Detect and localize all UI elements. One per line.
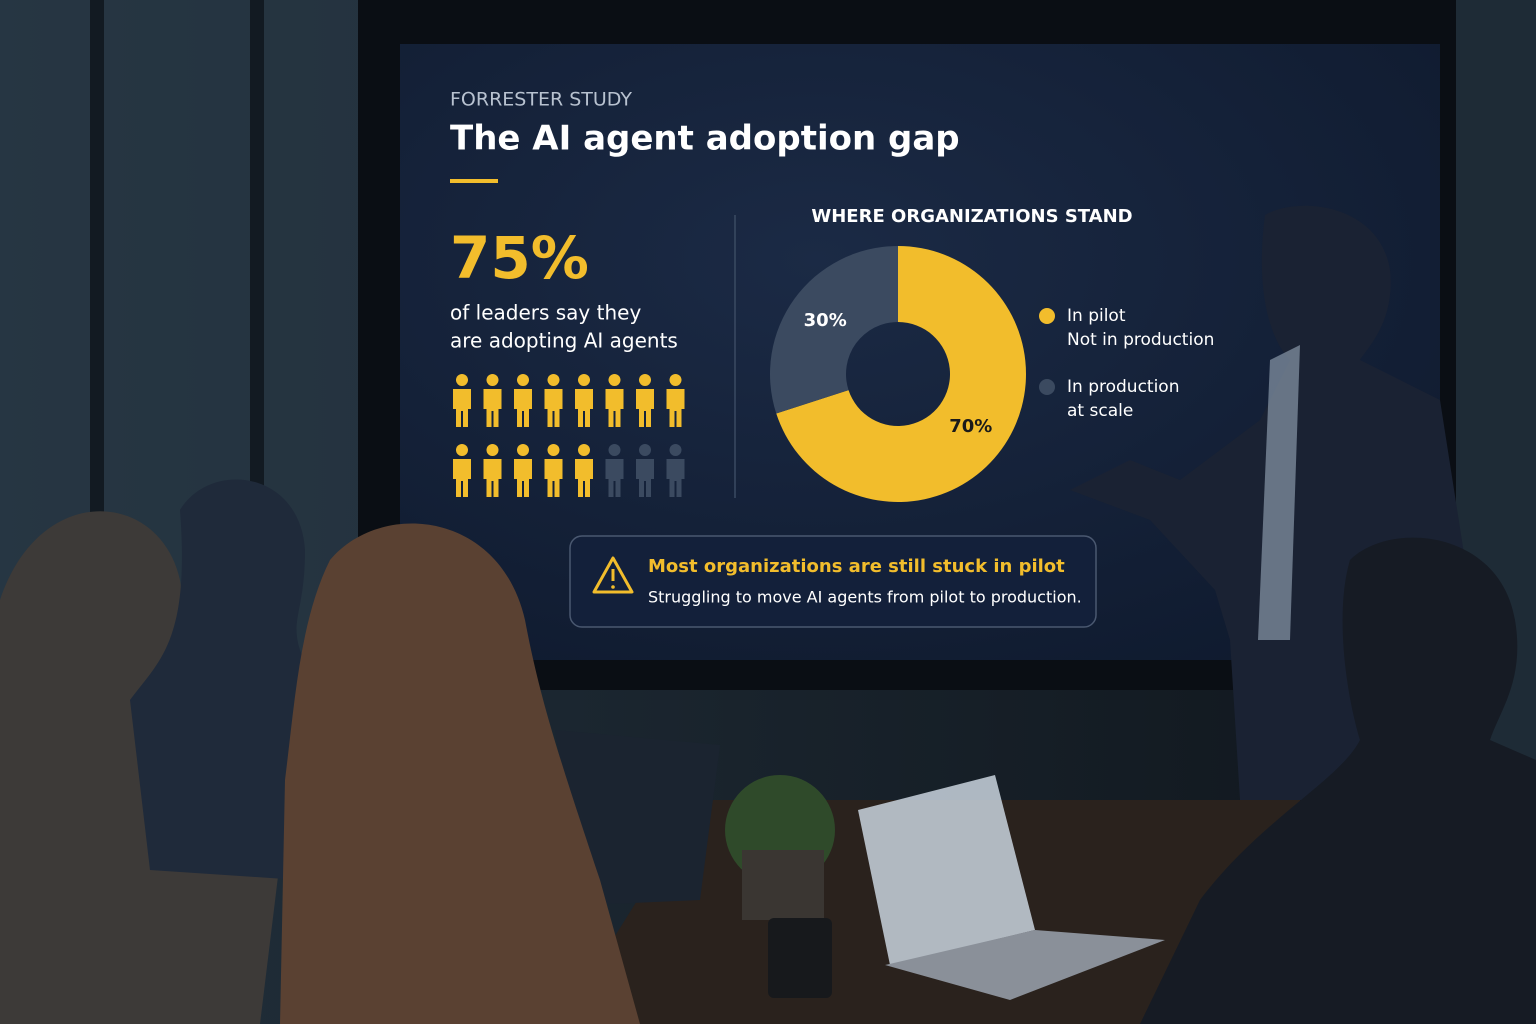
presenter-shirt — [1258, 345, 1300, 640]
legend-marker — [1039, 379, 1055, 395]
legend-label: In pilot — [1067, 306, 1126, 326]
person-icon — [636, 459, 654, 497]
person-icon — [575, 459, 593, 497]
title-underline — [450, 179, 498, 183]
people-icons — [453, 374, 685, 497]
callout-title: Most organizations are still stuck in pi… — [648, 556, 1065, 577]
legend-label: In production — [1067, 377, 1179, 397]
donut-segment — [776, 246, 1026, 502]
legend-marker — [1039, 308, 1055, 324]
person-icon — [483, 459, 502, 497]
person-icon — [544, 459, 563, 497]
value-label: 70% — [949, 416, 992, 437]
laptop-base — [885, 930, 1165, 1000]
stat-caption: are adopting AI agents — [450, 329, 678, 353]
stat-value: 75% — [450, 224, 589, 292]
person-icon — [453, 459, 471, 497]
slide-kicker: FORRESTER STUDY — [450, 89, 632, 111]
person-icon — [605, 459, 624, 497]
stat-caption: of leaders say they — [450, 301, 641, 325]
audience-person — [280, 523, 640, 1024]
person-icon — [453, 389, 471, 427]
person-icon — [514, 459, 532, 497]
warning-icon — [611, 585, 615, 589]
person-icon — [639, 444, 651, 456]
person-icon — [575, 389, 593, 427]
person-icon — [517, 374, 529, 386]
laptop — [555, 730, 720, 905]
legend: In pilot Not in production In production at… — [1039, 306, 1214, 421]
callout-text: Struggling to move AI agents from pilot … — [648, 588, 1082, 607]
value-label: 30% — [804, 310, 847, 331]
person-icon — [547, 444, 560, 456]
person-icon — [517, 444, 529, 456]
person-icon — [666, 389, 685, 427]
person-icon — [666, 459, 685, 497]
warning-icon — [592, 556, 634, 594]
person-icon — [486, 374, 499, 386]
slide-title: The AI agent adoption gap — [450, 119, 960, 159]
person-icon — [608, 444, 621, 456]
person-icon — [456, 444, 468, 456]
person-icon — [578, 374, 590, 386]
chart-title: WHERE ORGANIZATIONS STAND — [811, 206, 1132, 227]
donut-segment — [770, 246, 898, 414]
person-icon — [456, 374, 468, 386]
plant-pot — [742, 850, 824, 920]
person-icon — [547, 374, 560, 386]
laptop — [858, 775, 1035, 965]
person-icon — [669, 374, 682, 386]
person-icon — [514, 389, 532, 427]
person-icon — [486, 444, 499, 456]
mug — [768, 918, 832, 998]
person-icon — [608, 374, 621, 386]
legend-label: at scale — [1067, 401, 1133, 421]
person-icon — [669, 444, 682, 456]
callout-box — [569, 535, 1097, 628]
person-icon — [578, 444, 590, 456]
donut-chart: 70% 30% — [770, 246, 1026, 502]
person-icon — [636, 389, 654, 427]
legend-label: Not in production — [1067, 330, 1214, 350]
person-icon — [639, 374, 651, 386]
audience-person — [1140, 537, 1536, 1024]
person-icon — [544, 389, 563, 427]
person-icon — [483, 389, 502, 427]
person-icon — [605, 389, 624, 427]
